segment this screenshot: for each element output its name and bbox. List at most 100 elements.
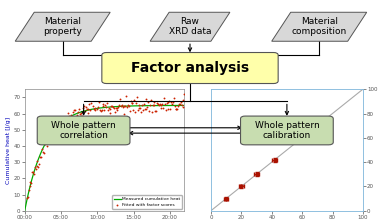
Fitted with factor scores bbox=[169, 102, 175, 106]
Fitted with factor scores bbox=[44, 144, 50, 148]
Fitted with factor scores bbox=[142, 98, 149, 101]
Fitted with factor scores bbox=[92, 108, 98, 112]
Fitted with factor scores bbox=[31, 172, 37, 176]
Fitted with factor scores bbox=[58, 120, 64, 124]
Fitted with factor scores bbox=[133, 102, 139, 105]
Fitted with factor scores bbox=[61, 120, 67, 123]
Fitted with factor scores bbox=[57, 127, 63, 131]
Fitted with factor scores bbox=[173, 107, 179, 111]
Fitted with factor scores bbox=[32, 165, 38, 169]
Fitted with factor scores bbox=[167, 107, 173, 111]
Fitted with factor scores bbox=[25, 188, 32, 191]
Fitted with factor scores bbox=[147, 103, 153, 107]
Fitted with factor scores bbox=[138, 110, 144, 114]
Fitted with factor scores bbox=[103, 105, 109, 109]
Fitted with factor scores bbox=[163, 109, 169, 112]
Text: Raw
XRD data: Raw XRD data bbox=[169, 17, 211, 36]
Fitted with factor scores bbox=[166, 99, 173, 103]
Fitted with factor scores bbox=[171, 96, 177, 100]
FancyBboxPatch shape bbox=[102, 53, 278, 84]
Fitted with factor scores bbox=[63, 120, 70, 124]
Fitted with factor scores bbox=[114, 106, 120, 110]
Fitted with factor scores bbox=[131, 98, 137, 102]
Fitted with factor scores bbox=[181, 93, 187, 96]
Fitted with factor scores bbox=[55, 123, 62, 126]
Fitted with factor scores bbox=[56, 131, 62, 134]
Fitted with factor scores bbox=[45, 139, 51, 143]
Fitted with factor scores bbox=[173, 107, 179, 110]
Fitted with factor scores bbox=[111, 106, 117, 109]
Fitted with factor scores bbox=[143, 107, 149, 111]
Fitted with factor scores bbox=[74, 113, 80, 116]
Fitted with factor scores bbox=[153, 109, 159, 113]
Fitted with factor scores bbox=[132, 110, 138, 113]
Fitted with factor scores bbox=[116, 103, 122, 107]
Fitted with factor scores bbox=[139, 104, 145, 107]
Fitted with factor scores bbox=[96, 100, 102, 104]
Fitted with factor scores bbox=[54, 122, 60, 126]
Fitted with factor scores bbox=[177, 103, 183, 106]
Fitted with factor scores bbox=[108, 104, 114, 107]
Fitted with factor scores bbox=[106, 107, 112, 110]
Fitted with factor scores bbox=[53, 131, 59, 134]
Fitted with factor scores bbox=[30, 170, 36, 174]
Fitted with factor scores bbox=[75, 110, 81, 114]
Fitted with factor scores bbox=[100, 105, 106, 108]
Fitted with factor scores bbox=[180, 105, 187, 108]
Fitted with factor scores bbox=[157, 102, 163, 106]
Fitted with factor scores bbox=[86, 107, 92, 110]
Fitted with factor scores bbox=[117, 97, 123, 101]
Y-axis label: Cumulative heat [J/g]: Cumulative heat [J/g] bbox=[6, 116, 11, 184]
Measured cumulative heat bbox=[65, 117, 70, 120]
Fitted with factor scores bbox=[89, 118, 95, 122]
Fitted with factor scores bbox=[175, 104, 181, 107]
Fitted with factor scores bbox=[112, 107, 119, 110]
Fitted with factor scores bbox=[161, 96, 167, 100]
Fitted with factor scores bbox=[124, 105, 130, 109]
Text: Whole pattern
correlation: Whole pattern correlation bbox=[51, 121, 116, 140]
Fitted with factor scores bbox=[48, 132, 54, 135]
Fitted with factor scores bbox=[148, 99, 154, 102]
Fitted with factor scores bbox=[43, 140, 49, 143]
Measured cumulative heat bbox=[175, 104, 180, 107]
Fitted with factor scores bbox=[149, 110, 155, 114]
Measured cumulative heat bbox=[180, 104, 184, 107]
Fitted with factor scores bbox=[76, 107, 82, 111]
Fitted with factor scores bbox=[95, 105, 101, 109]
Line: Measured cumulative heat: Measured cumulative heat bbox=[25, 105, 184, 211]
Fitted with factor scores bbox=[52, 127, 58, 131]
Fitted with factor scores bbox=[86, 102, 92, 105]
Text: Whole pattern
calibration: Whole pattern calibration bbox=[255, 121, 319, 140]
Fitted with factor scores bbox=[71, 109, 78, 112]
Fitted with factor scores bbox=[41, 151, 47, 155]
Fitted with factor scores bbox=[70, 111, 76, 114]
Point bbox=[238, 185, 244, 188]
Fitted with factor scores bbox=[98, 109, 104, 113]
Fitted with factor scores bbox=[168, 100, 174, 103]
Fitted with factor scores bbox=[144, 105, 150, 109]
Fitted with factor scores bbox=[78, 115, 84, 118]
Fitted with factor scores bbox=[91, 107, 97, 110]
Fitted with factor scores bbox=[87, 108, 93, 112]
Fitted with factor scores bbox=[73, 115, 79, 119]
Fitted with factor scores bbox=[151, 101, 157, 104]
Fitted with factor scores bbox=[97, 108, 103, 112]
Fitted with factor scores bbox=[55, 129, 61, 133]
Fitted with factor scores bbox=[119, 103, 125, 107]
Fitted with factor scores bbox=[150, 103, 156, 107]
Text: Material
composition: Material composition bbox=[291, 17, 347, 36]
Measured cumulative heat bbox=[117, 105, 121, 108]
Fitted with factor scores bbox=[140, 108, 146, 112]
FancyBboxPatch shape bbox=[241, 116, 333, 145]
Fitted with factor scores bbox=[64, 118, 70, 122]
Fitted with factor scores bbox=[67, 122, 73, 126]
Fitted with factor scores bbox=[165, 101, 171, 104]
Fitted with factor scores bbox=[162, 102, 168, 105]
Fitted with factor scores bbox=[136, 106, 142, 110]
Fitted with factor scores bbox=[146, 109, 152, 112]
Fitted with factor scores bbox=[46, 135, 52, 139]
Fitted with factor scores bbox=[88, 101, 94, 105]
Fitted with factor scores bbox=[92, 106, 98, 110]
Fitted with factor scores bbox=[102, 103, 108, 107]
Measured cumulative heat bbox=[22, 209, 27, 212]
